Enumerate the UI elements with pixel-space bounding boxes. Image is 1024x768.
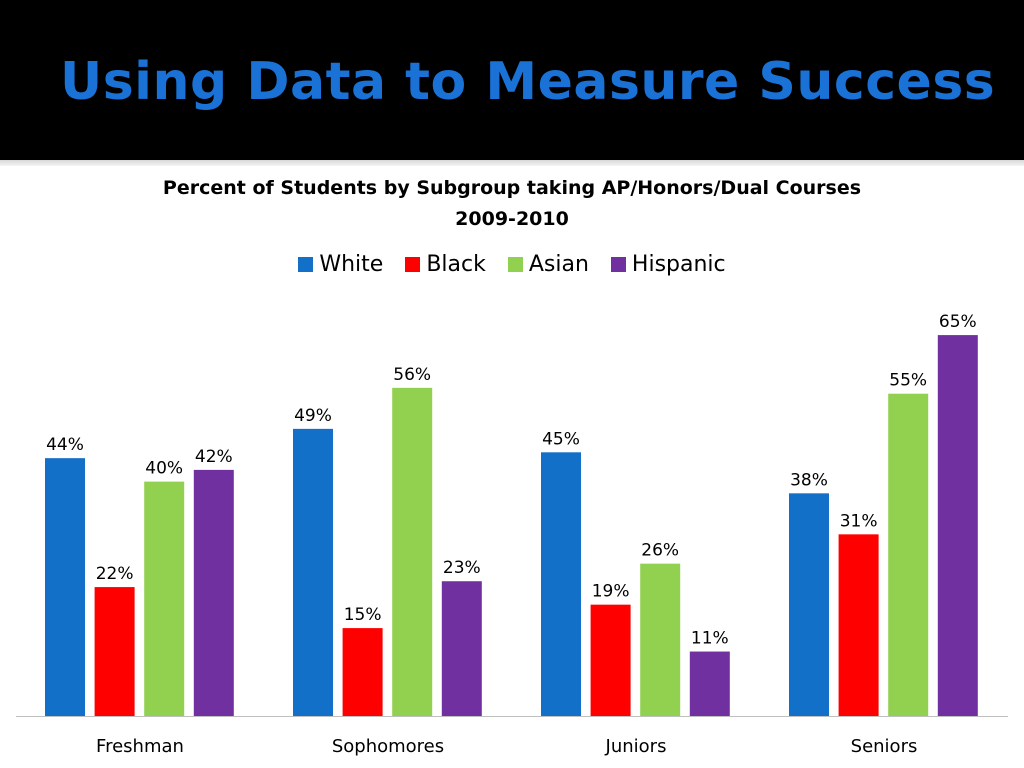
- legend-item-black: Black: [405, 252, 486, 277]
- bar-juniors-white: [541, 452, 581, 716]
- header-divider: [0, 160, 1024, 166]
- x-tick-label-seniors: Seniors: [851, 736, 918, 757]
- data-label-sophomores-black: 15%: [344, 605, 382, 625]
- legend-item-hispanic: Hispanic: [610, 252, 726, 277]
- bar-freshman-asian: [144, 481, 185, 716]
- legend-swatch-asian: [507, 257, 523, 272]
- data-label-freshman-white: 44%: [46, 435, 84, 455]
- bar-sophomores-white: [293, 428, 333, 716]
- bar-juniors-black: [590, 604, 631, 716]
- data-label-freshman-black: 22%: [96, 564, 134, 584]
- legend-swatch-white: [298, 257, 314, 272]
- legend-label-asian: Asian: [528, 252, 589, 277]
- slide-header: Using Data to Measure Success: [0, 0, 1024, 160]
- data-label-freshman-hispanic: 42%: [195, 447, 233, 467]
- slide-title: Using Data to Measure Success: [60, 52, 996, 112]
- bar-seniors-asian: [888, 393, 929, 716]
- bar-juniors-asian: [640, 563, 681, 716]
- data-label-seniors-white: 38%: [790, 470, 828, 490]
- bar-seniors-hispanic: [937, 335, 978, 716]
- chart-title: Percent of Students by Subgroup taking A…: [162, 177, 862, 199]
- bar-sophomores-asian: [392, 387, 433, 716]
- data-label-juniors-black: 19%: [592, 582, 630, 602]
- data-label-sophomores-asian: 56%: [393, 365, 431, 385]
- bar-freshman-hispanic: [193, 469, 234, 716]
- data-label-sophomores-white: 49%: [294, 406, 332, 426]
- data-label-juniors-white: 45%: [542, 429, 580, 449]
- legend-swatch-hispanic: [610, 257, 626, 272]
- data-label-seniors-black: 31%: [840, 511, 878, 531]
- x-tick-label-freshman: Freshman: [96, 736, 184, 757]
- bar-seniors-black: [838, 534, 879, 716]
- chart-legend: White Black Asian Hispanic: [0, 252, 1024, 277]
- bar-freshman-white: [45, 458, 85, 716]
- bar-sophomores-hispanic: [441, 581, 482, 716]
- data-label-juniors-hispanic: 11%: [691, 629, 729, 649]
- bar-juniors-hispanic: [689, 651, 730, 716]
- bar-seniors-white: [789, 493, 829, 716]
- data-label-juniors-asian: 26%: [641, 541, 679, 561]
- data-label-seniors-hispanic: 65%: [939, 312, 977, 332]
- legend-label-black: Black: [426, 252, 486, 277]
- legend-item-white: White: [298, 252, 383, 277]
- x-tick-label-sophomores: Sophomores: [332, 736, 444, 757]
- legend-item-asian: Asian: [507, 252, 589, 277]
- x-tick-label-juniors: Juniors: [605, 736, 667, 757]
- legend-label-white: White: [319, 252, 384, 277]
- bar-sophomores-black: [342, 628, 383, 716]
- chart-subtitle: 2009-2010: [455, 208, 569, 230]
- data-label-freshman-asian: 40%: [145, 459, 183, 479]
- bar-freshman-black: [94, 587, 135, 716]
- legend-label-hispanic: Hispanic: [631, 252, 726, 277]
- legend-swatch-black: [405, 257, 421, 272]
- data-label-seniors-asian: 55%: [889, 371, 927, 391]
- data-label-sophomores-hispanic: 23%: [443, 558, 481, 578]
